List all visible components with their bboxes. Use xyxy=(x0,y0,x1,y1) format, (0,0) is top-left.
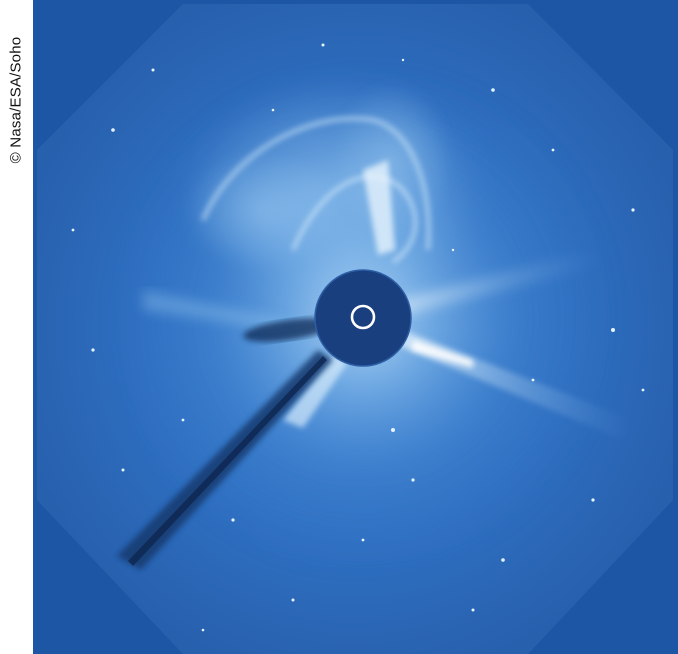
cme-loop-right xyxy=(333,80,453,240)
sun-position-ring xyxy=(350,304,376,330)
streamer-southwest xyxy=(283,355,348,428)
occulter-pylon-core xyxy=(128,356,327,566)
dark-feature xyxy=(243,318,333,342)
streamer-west xyxy=(143,290,283,330)
streamer-east-core xyxy=(411,340,473,368)
occulter-disk xyxy=(315,270,411,366)
star-field xyxy=(71,43,655,632)
coronagraph-svg xyxy=(33,0,678,654)
cme-filament-2 xyxy=(291,174,418,264)
occulter-edge xyxy=(314,269,412,367)
coronagraph-image xyxy=(33,0,678,654)
cme-loop-left xyxy=(183,150,343,270)
credit-strip: © Nasa/ESA/Soho xyxy=(0,0,32,654)
streamer-east-upper xyxy=(398,250,603,315)
image-credit: © Nasa/ESA/Soho xyxy=(7,36,25,164)
cme-filament-1 xyxy=(200,116,432,251)
streamer-north xyxy=(363,160,395,255)
